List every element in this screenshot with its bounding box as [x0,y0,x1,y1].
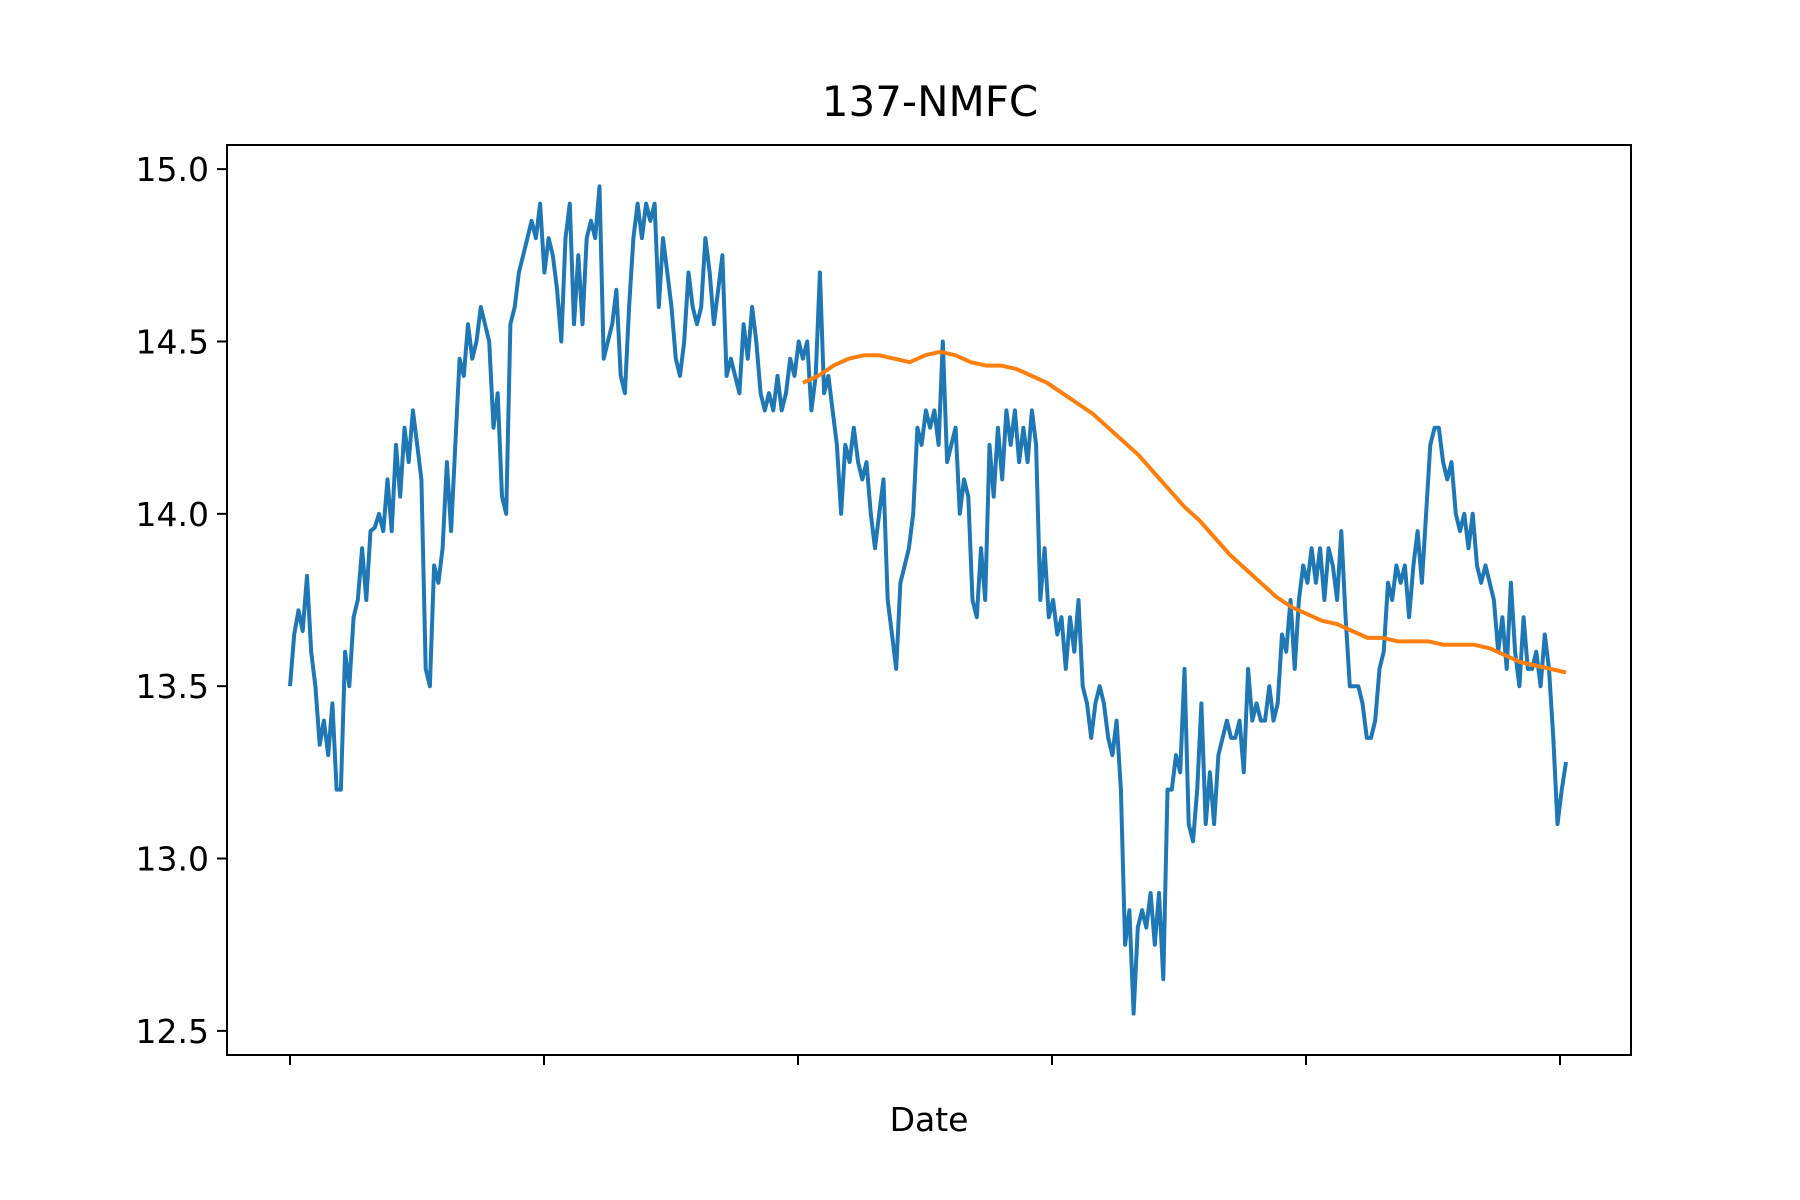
series-moving-average-line [802,349,1567,675]
plot-area [288,184,1568,1016]
chart-title: 137-NMFC [822,77,1038,126]
y-tick-label: 13.0 [136,840,209,879]
x-axis-label: Date [890,1100,969,1139]
x-axis [289,1055,1561,1065]
series-price-line [288,184,1568,1016]
y-tick-label: 12.5 [136,1012,209,1051]
y-tick-label: 14.0 [136,495,209,534]
y-tick-label: 15.0 [136,150,209,189]
y-tick-label: 13.5 [136,667,209,706]
y-tick-label: 14.5 [136,322,209,361]
axes-frame [226,144,1632,1056]
y-axis: 12.5 13.0 13.5 14.0 14.5 15.0 [136,150,227,1051]
